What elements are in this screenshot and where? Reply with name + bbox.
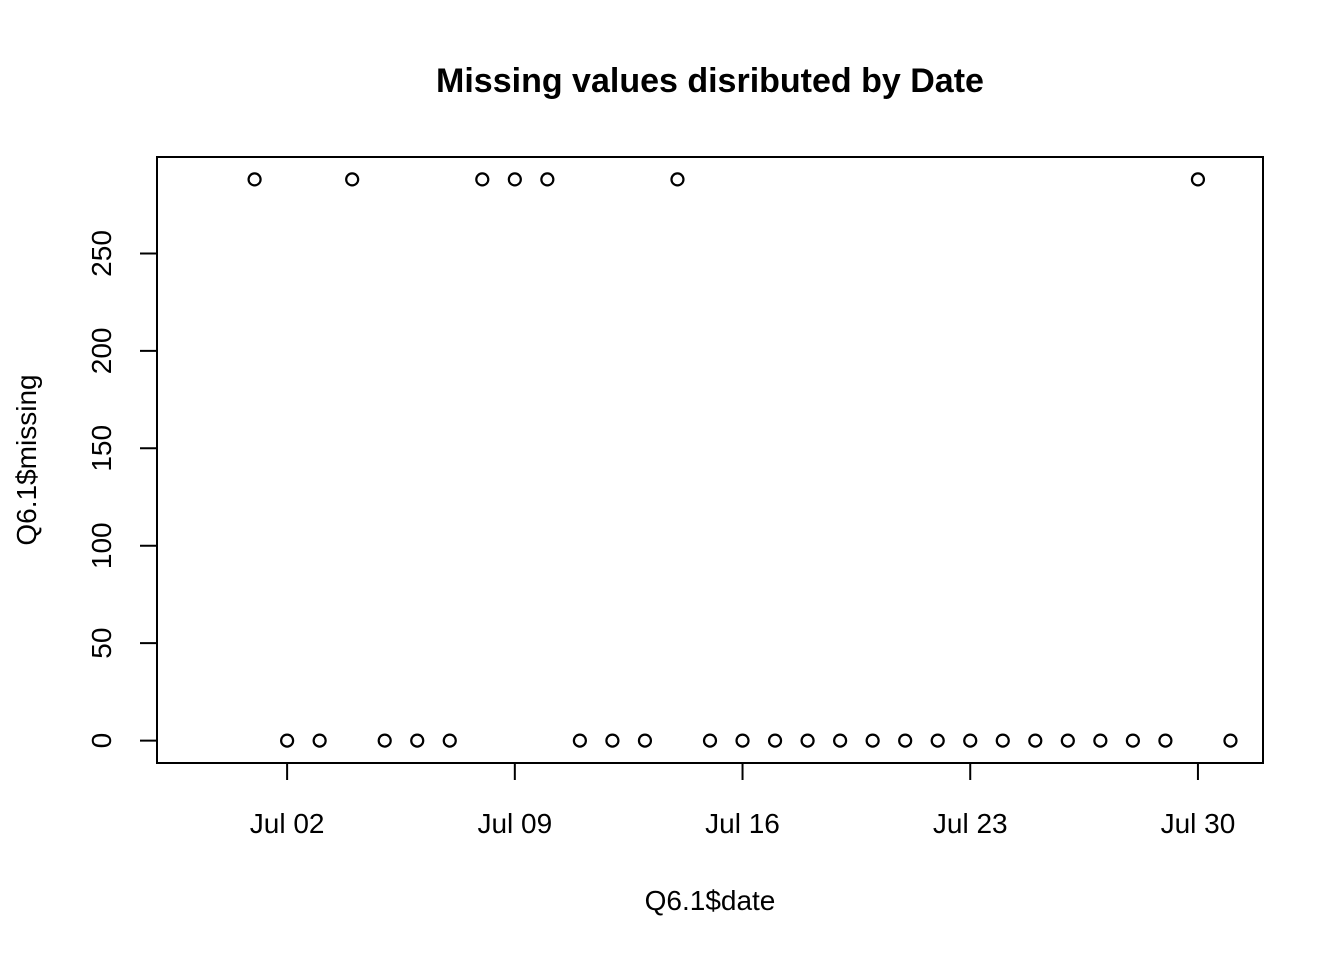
data-point xyxy=(800,733,815,748)
data-point xyxy=(670,172,685,187)
x-axis: Jul 02 Jul 09 Jul 16 Jul 23 Jul 30 xyxy=(250,762,1236,839)
data-point xyxy=(1028,733,1043,748)
x-tick-label: Jul 09 xyxy=(477,808,552,839)
data-point xyxy=(930,733,945,748)
y-tick-label: 150 xyxy=(86,425,117,472)
data-point xyxy=(410,733,425,748)
x-tick-label: Jul 16 xyxy=(705,808,780,839)
data-point xyxy=(345,172,360,187)
x-tick-label: Jul 02 xyxy=(250,808,325,839)
x-axis-label: Q6.1$date xyxy=(645,885,776,916)
x-tick-label: Jul 23 xyxy=(933,808,1008,839)
chart-title: Missing values disributed by Date xyxy=(436,62,984,100)
data-point xyxy=(637,733,653,748)
data-point xyxy=(735,733,750,748)
y-tick-label: 50 xyxy=(86,628,117,659)
data-point xyxy=(507,172,522,187)
data-point xyxy=(833,733,848,748)
data-point xyxy=(995,733,1010,748)
data-point xyxy=(702,733,718,748)
data-point xyxy=(1060,733,1075,748)
data-point xyxy=(605,733,620,748)
data-point xyxy=(377,733,392,748)
data-point xyxy=(1190,172,1206,187)
data-point xyxy=(312,733,327,748)
y-tick-label: 100 xyxy=(86,522,117,569)
data-point xyxy=(1125,733,1140,748)
data-point xyxy=(442,733,457,748)
data-point xyxy=(280,733,295,748)
y-axis-label: Q6.1$missing xyxy=(11,374,42,545)
data-point xyxy=(572,733,587,748)
y-axis: 0 50 100 150 200 250 xyxy=(86,230,158,749)
data-point xyxy=(963,733,978,748)
data-point xyxy=(540,172,555,187)
data-point xyxy=(1093,733,1108,748)
data-point xyxy=(1223,733,1238,748)
y-tick-label: 0 xyxy=(86,733,117,749)
y-tick-label: 250 xyxy=(86,230,117,277)
data-point xyxy=(247,172,262,187)
x-tick-label: Jul 30 xyxy=(1161,808,1236,839)
data-points xyxy=(247,172,1238,748)
plot-frame xyxy=(156,156,1264,764)
data-point xyxy=(865,733,880,748)
y-tick-label: 200 xyxy=(86,328,117,375)
data-point xyxy=(1158,733,1173,748)
data-point xyxy=(475,172,490,187)
data-point xyxy=(767,733,783,748)
data-point xyxy=(898,733,913,748)
